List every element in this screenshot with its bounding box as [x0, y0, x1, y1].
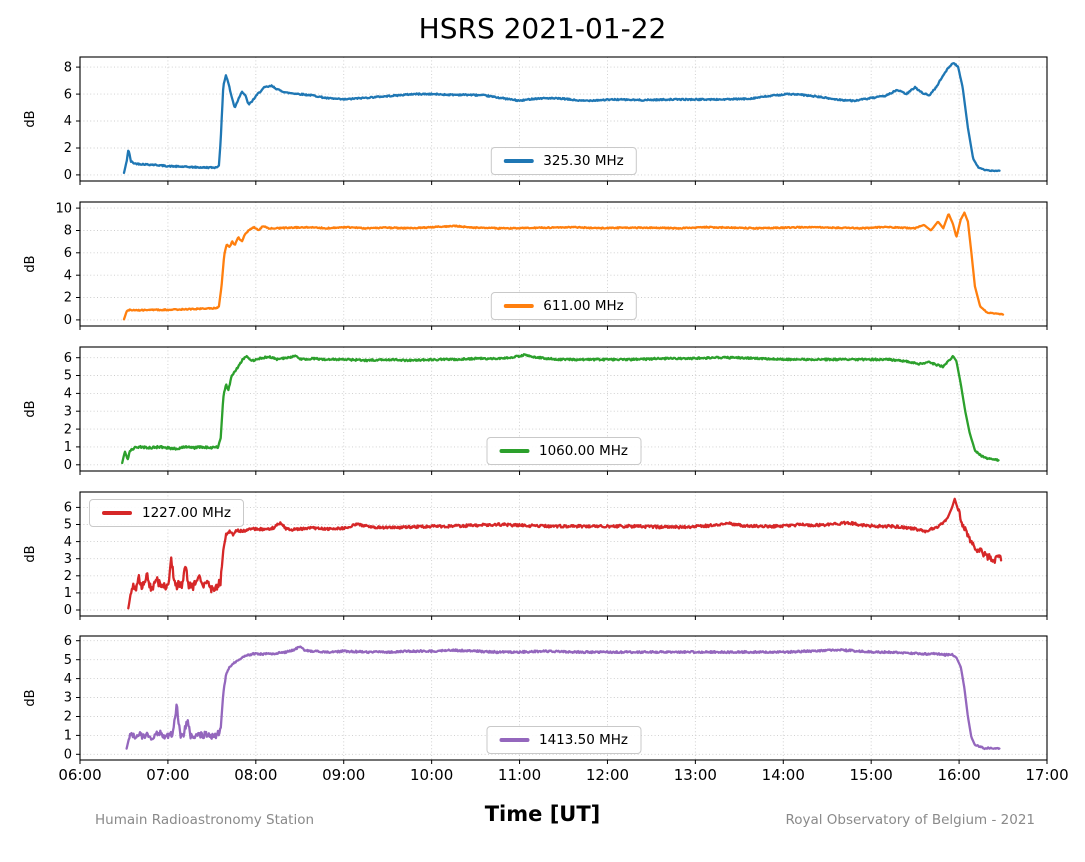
legend-label: 325.30 MHz	[543, 153, 624, 169]
legend-1: 325.30 MHz	[490, 147, 637, 175]
subplot-1-325-30-MHz: 0 2 4 6 8 dB	[23, 56, 1048, 185]
legend-label: 1060.00 MHz	[538, 443, 629, 459]
legend-line-sample	[503, 304, 534, 308]
legend-2: 611.00 MHz	[490, 292, 637, 320]
y-tick-label: 4	[64, 114, 72, 129]
series-line-2	[122, 211, 1005, 321]
y-tick-label: 6	[64, 246, 72, 261]
y-tick-label: 2	[64, 569, 72, 584]
footer-observatory: Royal Observatory of Belgium - 2021	[785, 812, 1035, 828]
axes-frame	[79, 346, 1048, 472]
x-axis-label: Time [UT]	[484, 802, 601, 826]
y-tick-label: 4	[64, 535, 72, 550]
x-tick-label: 11:00	[497, 766, 542, 784]
y-tick-label: 0	[64, 603, 72, 618]
series-line-3	[121, 353, 1000, 465]
legend-line-sample	[102, 511, 132, 515]
x-tick-label: 16:00	[937, 766, 981, 784]
y-tick-label: 1	[64, 586, 72, 601]
series-line-4	[127, 497, 1003, 610]
legend-5: 1413.50 MHz	[485, 726, 642, 754]
y-tick-label: 1	[64, 729, 72, 744]
series-line-1	[122, 62, 1001, 175]
legend-line-sample	[498, 449, 529, 453]
y-tick-label: 0	[64, 313, 72, 328]
y-tick-label: 2	[64, 422, 72, 437]
y-axis-title: dB	[23, 255, 38, 272]
y-tick-label: 5	[64, 653, 72, 668]
x-tick-label: 12:00	[585, 766, 630, 784]
y-tick-label: 6	[64, 501, 72, 516]
y-tick-label: 2	[64, 291, 72, 306]
y-tick-label: 3	[64, 691, 72, 706]
series-line-5	[125, 645, 1001, 751]
y-tick-label: 5	[64, 369, 72, 384]
y-axis-title: dB	[23, 400, 38, 417]
legend-line-sample	[503, 159, 534, 163]
y-tick-label: 8	[64, 224, 72, 239]
x-tick-label: 09:00	[322, 766, 366, 784]
y-tick-label: 2	[64, 710, 72, 725]
x-tick-label: 17:00	[1025, 766, 1069, 784]
y-tick-label: 0	[64, 747, 72, 762]
x-tick-label: 08:00	[234, 766, 278, 784]
y-axis-title: dB	[23, 545, 38, 562]
chart-title: HSRS 2021-01-22	[418, 12, 667, 45]
subplot-5-1413-50-MHz: 0 1 2 3 4 5 6 dB	[23, 634, 1048, 764]
legend-label: 1227.00 MHz	[142, 505, 232, 521]
y-tick-label: 8	[64, 60, 72, 75]
legend-3: 1060.00 MHz	[485, 437, 642, 465]
subplot-4-1227-00-MHz: 0 1 2 3 4 5 6 dB	[23, 491, 1048, 620]
y-tick-label: 4	[64, 268, 72, 283]
footer-station-name: Humain Radioastronomy Station	[95, 812, 315, 828]
y-tick-label: 0	[64, 168, 72, 183]
y-tick-label: 3	[64, 552, 72, 567]
y-tick-label: 2	[64, 141, 72, 156]
y-tick-label: 5	[64, 518, 72, 533]
subplot-2-611-00-MHz: 0 2 4 6 8 10 dB	[23, 201, 1048, 330]
axes-frame	[79, 635, 1048, 761]
y-axis-title: dB	[23, 110, 38, 127]
x-tick-label: 07:00	[146, 766, 190, 784]
axes-frame	[79, 201, 1048, 327]
legend-4: 1227.00 MHz	[89, 499, 245, 527]
x-tick-label: 10:00	[410, 766, 454, 784]
x-tick-label: 14:00	[761, 766, 805, 784]
y-tick-label: 0	[64, 458, 72, 473]
y-axis-title: dB	[23, 689, 38, 706]
y-tick-label: 6	[64, 634, 72, 649]
y-tick-label: 6	[64, 351, 72, 366]
axes-frame	[79, 491, 1048, 617]
legend-label: 1413.50 MHz	[538, 732, 629, 748]
y-tick-label: 6	[64, 87, 72, 102]
y-tick-label: 4	[64, 387, 72, 402]
y-tick-label: 1	[64, 440, 72, 455]
x-tick-label: 13:00	[673, 766, 717, 784]
y-tick-label: 10	[55, 201, 72, 216]
subplot-3-1060-00-MHz: 0 1 2 3 4 5 6 dB	[23, 346, 1048, 475]
y-tick-label: 3	[64, 404, 72, 419]
axes-frame	[79, 56, 1048, 182]
x-tick-label: 06:00	[58, 766, 102, 784]
y-tick-label: 4	[64, 672, 72, 687]
x-tick-label: 15:00	[849, 766, 893, 784]
legend-line-sample	[498, 738, 529, 742]
legend-label: 611.00 MHz	[543, 298, 624, 314]
